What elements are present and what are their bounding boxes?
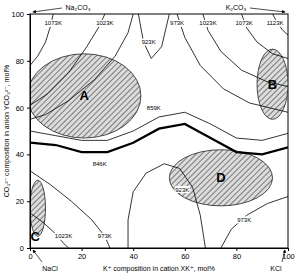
- x-tick: 100: [282, 248, 295, 261]
- corner-arrow: [282, 250, 285, 262]
- x-tick: 60: [181, 248, 189, 261]
- contour-label: 1023K: [55, 233, 72, 239]
- contour-label: 1023K: [199, 20, 216, 26]
- y-tick: 40: [16, 150, 30, 159]
- region-label: D: [216, 170, 225, 185]
- contour-line: [30, 14, 288, 119]
- chart: 0 20 40 60 80 100 0 20 40 60 80 100 1073K 1023K 973K 92…: [0, 0, 300, 275]
- x-tick: 80: [233, 248, 241, 261]
- y-tick-label: 80: [16, 57, 24, 66]
- y-axis-title: CO₃²⁻ composition in anion YCO₃²⁻, mol%: [3, 65, 11, 197]
- label-bg: [54, 233, 72, 240]
- contour-label: 973K: [98, 233, 112, 239]
- contour-line: [138, 14, 169, 58]
- corner-arrow: [33, 8, 62, 12]
- contour-line: [30, 112, 288, 140]
- x-axis: 0 20 40 60 80 100: [28, 248, 294, 261]
- y-tick-label: 100: [11, 10, 24, 19]
- y-tick-label: 0: [20, 244, 24, 253]
- y-axis: 0 20 40 60 80 100: [11, 10, 30, 253]
- x-tick-mark: [236, 248, 237, 251]
- x-tick-label: 20: [78, 252, 86, 261]
- contour-label: 859K: [147, 105, 161, 111]
- x-tick-mark: [185, 248, 186, 251]
- label-bg: [266, 20, 284, 27]
- y-tick-mark: [27, 248, 30, 249]
- corner-label: Na₂CO₃: [65, 4, 90, 11]
- corner-arrow: [250, 8, 285, 12]
- corner-label: NaCl: [42, 265, 58, 272]
- y-tick-label: 60: [16, 104, 24, 113]
- y-tick-label: 20: [16, 197, 24, 206]
- contour-label: 923K: [175, 187, 189, 193]
- y-tick-mark: [27, 108, 30, 109]
- x-tick: 20: [78, 248, 86, 261]
- x-tick-mark: [133, 248, 134, 251]
- y-tick-mark: [27, 14, 30, 15]
- x-tick-label: 80: [233, 252, 241, 261]
- label-bg: [97, 233, 112, 240]
- label-bg: [96, 20, 114, 27]
- region: [169, 150, 272, 206]
- corner-arrow: [33, 250, 42, 262]
- y-axis-line: [27, 15, 31, 249]
- contour-labels: 1073K 1023K 973K 923K 1023K 1073K 1123K 859K 846…: [30, 20, 284, 244]
- contour-label: 973K: [170, 20, 184, 26]
- contour-line: [30, 14, 105, 105]
- plot: 0 20 40 60 80 100 0 20 40 60 80 100 1073K 1023K 973K 92…: [11, 4, 294, 272]
- x-tick-mark: [82, 248, 83, 251]
- region-label: B: [268, 77, 277, 92]
- y-tick: 100: [11, 10, 30, 19]
- x-axis-line: [31, 249, 289, 252]
- contour-label: 923K: [142, 39, 156, 45]
- y-tick: 60: [16, 104, 30, 113]
- corner-label: K₂CO₃: [226, 4, 247, 11]
- contour-label: 973K: [237, 217, 251, 223]
- region-label: C: [30, 229, 40, 244]
- contour-line: [30, 124, 288, 154]
- contour-line: [30, 213, 69, 248]
- contour-label: 1073K: [235, 20, 252, 26]
- label-bg: [237, 216, 252, 223]
- label-bg: [175, 186, 190, 193]
- contour-line: [221, 197, 288, 248]
- x-tick: 40: [130, 248, 138, 261]
- label-bg: [141, 39, 156, 46]
- corner-label: KCl: [270, 265, 282, 272]
- region-label: A: [79, 88, 89, 103]
- x-tick-mark: [288, 248, 289, 251]
- y-tick-mark: [27, 154, 30, 155]
- label-bg: [170, 20, 185, 27]
- x-tick: 0: [28, 248, 32, 261]
- contour-line: [128, 164, 205, 248]
- x-tick-label: 60: [181, 252, 189, 261]
- y-tick: 20: [16, 197, 30, 206]
- label-bg: [44, 20, 62, 27]
- y-tick-mark: [27, 61, 30, 62]
- y-tick: 80: [16, 57, 30, 66]
- contour-label: 846K: [93, 161, 107, 167]
- y-tick-mark: [27, 201, 30, 202]
- y-tick: 0: [20, 244, 30, 253]
- marks: [30, 14, 288, 248]
- x-tick-label: 40: [130, 252, 138, 261]
- x-tick-label: 0: [28, 252, 32, 261]
- contour-label: 1023K: [96, 20, 113, 26]
- label-bg: [92, 160, 107, 167]
- contour-label: 1073K: [45, 20, 62, 26]
- label-bg: [199, 20, 217, 27]
- label-bg: [235, 20, 253, 27]
- y-tick-label: 40: [16, 150, 24, 159]
- label-bg: [146, 104, 161, 111]
- region: [30, 54, 141, 138]
- x-axis-title: K⁺ composition in cation XK⁺, mol%: [103, 265, 215, 273]
- contour-label: 1123K: [267, 20, 284, 26]
